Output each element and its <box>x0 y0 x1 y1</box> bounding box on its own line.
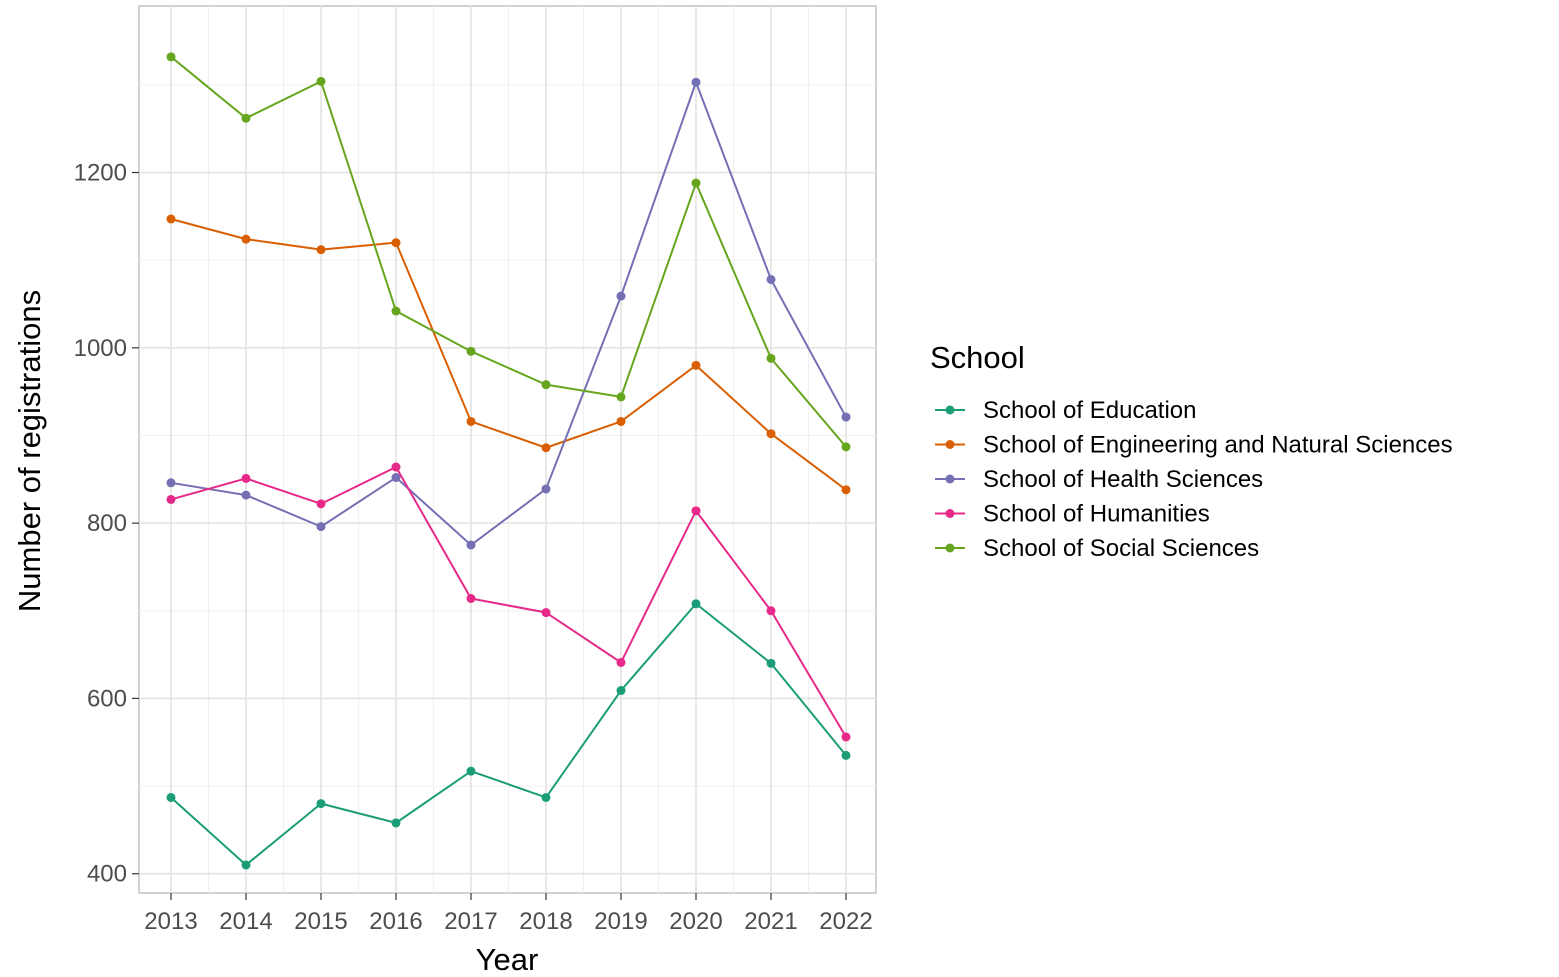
data-point-school-of-education <box>166 792 176 802</box>
data-point-school-of-health-sciences <box>841 412 851 422</box>
data-point-school-of-humanities <box>166 494 176 504</box>
data-point-school-of-education <box>391 818 401 828</box>
data-point-school-of-education <box>616 686 626 696</box>
y-axis-title: Number of registrations <box>12 290 47 612</box>
data-point-school-of-health-sciences <box>241 490 251 500</box>
y-tick-label: 1000 <box>74 335 127 362</box>
legend-key-point <box>945 405 955 415</box>
x-tick-label: 2014 <box>219 908 272 935</box>
data-point-school-of-humanities <box>766 606 776 616</box>
data-point-school-of-health-sciences <box>166 478 176 488</box>
y-tick-label: 400 <box>87 861 127 888</box>
data-point-school-of-health-sciences <box>541 484 551 494</box>
data-point-school-of-social-sciences <box>241 113 251 123</box>
legend-key-point <box>945 474 955 484</box>
data-point-school-of-humanities <box>841 732 851 742</box>
data-point-school-of-social-sciences <box>166 52 176 62</box>
y-tick-label: 800 <box>87 510 127 537</box>
legend-key-point <box>945 543 955 553</box>
legend-label: School of Engineering and Natural Scienc… <box>983 432 1453 459</box>
data-point-school-of-engineering-and-natural-sciences <box>316 245 326 255</box>
data-point-school-of-engineering-and-natural-sciences <box>466 416 476 426</box>
x-tick-label: 2021 <box>744 908 797 935</box>
data-point-school-of-engineering-and-natural-sciences <box>841 485 851 495</box>
data-point-school-of-health-sciences <box>316 522 326 532</box>
data-point-school-of-social-sciences <box>616 392 626 402</box>
minor-gridlines <box>139 6 876 893</box>
data-point-school-of-health-sciences <box>616 291 626 301</box>
data-point-school-of-humanities <box>391 462 401 472</box>
legend: School School of Education School of Engi… <box>930 340 1453 562</box>
legend-key-point <box>945 509 955 518</box>
data-point-school-of-education <box>316 799 326 809</box>
series-line-school-of-health-sciences <box>170 81 847 547</box>
x-tick-label: 2020 <box>669 908 722 935</box>
data-point-school-of-education <box>841 750 851 760</box>
y-tick-label: 600 <box>87 685 127 712</box>
data-point-school-of-social-sciences <box>391 306 401 316</box>
x-axis-tick-labels: 2013 2014 2015 2016 2017 2018 2019 2020 2021 2022 <box>144 908 872 935</box>
data-point-school-of-education <box>541 792 551 802</box>
series-points <box>166 52 851 870</box>
x-tick-label: 2019 <box>594 908 647 935</box>
data-point-school-of-education <box>466 766 476 776</box>
x-axis-title: Year <box>476 942 539 977</box>
data-point-school-of-health-sciences <box>766 274 776 284</box>
x-tick-label: 2017 <box>444 908 497 935</box>
series-line-school-of-social-sciences <box>170 56 847 448</box>
data-point-school-of-social-sciences <box>766 353 776 363</box>
data-point-school-of-health-sciences <box>691 77 701 87</box>
data-point-school-of-engineering-and-natural-sciences <box>766 429 776 439</box>
legend-label: School of Humanities <box>983 501 1210 528</box>
data-point-school-of-social-sciences <box>466 346 476 356</box>
data-point-school-of-education <box>691 599 701 609</box>
panel-background <box>138 5 877 894</box>
series-line-school-of-engineering-and-natural-sciences <box>170 218 847 491</box>
x-tick-label: 2015 <box>294 908 347 935</box>
x-tick-label: 2022 <box>819 908 872 935</box>
legend-label: School of Social Sciences <box>983 535 1259 562</box>
legend-title: School <box>930 340 1025 375</box>
data-point-school-of-social-sciences <box>316 76 326 86</box>
data-point-school-of-social-sciences <box>691 178 701 188</box>
data-point-school-of-engineering-and-natural-sciences <box>241 234 251 244</box>
y-tick-label: 1200 <box>74 160 127 187</box>
data-point-school-of-humanities <box>616 657 626 667</box>
data-point-school-of-engineering-and-natural-sciences <box>166 214 176 224</box>
series-lines <box>170 56 847 866</box>
data-point-school-of-humanities <box>466 594 476 604</box>
x-tick-label: 2013 <box>144 908 197 935</box>
series-line-school-of-education <box>170 602 847 866</box>
data-point-school-of-humanities <box>691 506 701 516</box>
legend-key-point <box>945 440 955 449</box>
data-point-school-of-social-sciences <box>841 442 851 452</box>
legend-label: School of Education <box>983 397 1196 424</box>
data-point-school-of-engineering-and-natural-sciences <box>391 238 401 248</box>
x-tick-label: 2018 <box>519 908 572 935</box>
legend-label: School of Health Sciences <box>983 466 1263 493</box>
data-point-school-of-engineering-and-natural-sciences <box>691 360 701 370</box>
y-axis-tick-labels: 400 600 800 1000 1200 <box>74 160 127 888</box>
data-point-school-of-health-sciences <box>391 473 401 483</box>
data-point-school-of-humanities <box>541 608 551 618</box>
data-point-school-of-education <box>241 860 251 870</box>
data-point-school-of-engineering-and-natural-sciences <box>616 416 626 426</box>
axis-ticks <box>132 171 847 900</box>
data-point-school-of-engineering-and-natural-sciences <box>541 443 551 453</box>
data-point-school-of-education <box>766 658 776 668</box>
series-line-school-of-humanities <box>170 466 847 738</box>
data-point-school-of-humanities <box>316 499 326 509</box>
data-point-school-of-health-sciences <box>466 540 476 550</box>
data-point-school-of-social-sciences <box>541 380 551 390</box>
x-tick-label: 2016 <box>369 908 422 935</box>
data-point-school-of-humanities <box>241 473 251 483</box>
